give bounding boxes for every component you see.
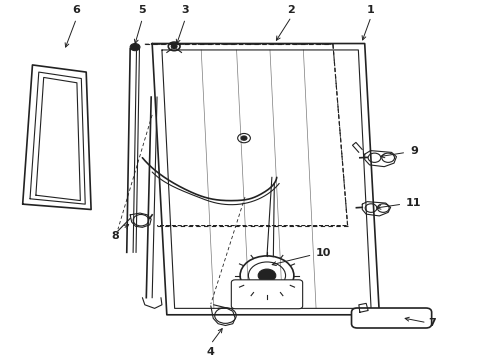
- Circle shape: [241, 136, 247, 140]
- FancyBboxPatch shape: [231, 280, 303, 309]
- Text: 5: 5: [139, 5, 146, 15]
- Circle shape: [258, 269, 276, 282]
- Text: 8: 8: [112, 231, 120, 241]
- Text: 7: 7: [428, 318, 436, 328]
- Text: 9: 9: [410, 145, 418, 156]
- FancyBboxPatch shape: [351, 308, 432, 328]
- Text: 4: 4: [207, 347, 215, 357]
- Text: 3: 3: [182, 5, 189, 15]
- Circle shape: [130, 44, 140, 51]
- Text: 11: 11: [405, 198, 421, 208]
- Text: 10: 10: [316, 248, 331, 258]
- Text: 2: 2: [288, 5, 295, 15]
- Circle shape: [171, 44, 177, 49]
- Text: 6: 6: [73, 5, 80, 15]
- Text: 1: 1: [367, 5, 375, 15]
